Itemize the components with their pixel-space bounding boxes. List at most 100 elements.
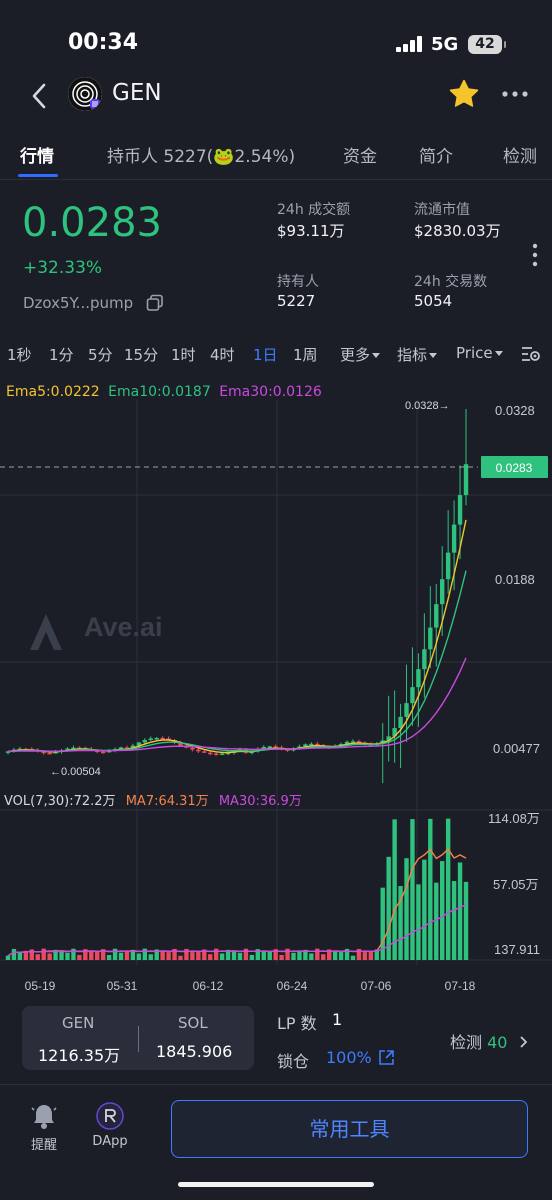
chart-settings-icon[interactable] (520, 344, 542, 364)
candle-body (71, 747, 76, 750)
watermark-logo (30, 614, 62, 650)
nav-alert-label: 提醒 (30, 1138, 57, 1153)
candle-body (386, 736, 391, 741)
candle-body (422, 649, 427, 670)
tab-holders[interactable]: 持币人 5227(🐸2.54%) (107, 142, 295, 167)
interval-15m[interactable]: 15分 (124, 346, 159, 364)
vol-axis-mid: 57.05万 (493, 877, 539, 892)
coin-title: GEN (112, 80, 162, 106)
interval-1w[interactable]: 1周 (293, 346, 318, 364)
volume-bar (315, 948, 320, 960)
more-horizontal-icon[interactable] (500, 82, 530, 106)
indicator-label: 指标 (397, 346, 428, 364)
candle-body (315, 743, 320, 746)
chevron-left-icon[interactable] (28, 82, 50, 110)
indicator-button[interactable]: 指标 (397, 344, 438, 365)
interval-5m[interactable]: 5分 (88, 346, 113, 364)
volume-bar (190, 952, 195, 960)
volume-bar (41, 948, 46, 960)
tab-market[interactable]: 行情 (20, 147, 54, 167)
chevron-right-icon (519, 1036, 527, 1048)
candle-body (392, 728, 397, 737)
holders-value: 5227 (277, 292, 316, 310)
volume-bar (77, 954, 82, 960)
interval-4h[interactable]: 4时 (210, 346, 235, 364)
vol-axis-top: 114.08万 (488, 811, 540, 826)
volume-bar (291, 952, 296, 960)
price-mode-button[interactable]: Price (456, 344, 503, 362)
volume-bar (29, 949, 34, 960)
volume-bar (285, 948, 290, 960)
volume-bar (196, 950, 201, 960)
candle-body (213, 753, 219, 756)
interval-1m[interactable]: 1分 (49, 346, 74, 364)
volume-bar (338, 952, 344, 960)
volume-bar (404, 858, 409, 960)
volume-bar (71, 948, 76, 960)
tab-detect[interactable]: 检测 (503, 147, 537, 167)
price-axis-low: 0.00477 (493, 741, 540, 756)
price-chart[interactable]: Ave.ai 0.0283 0.0328→ ←0.00504 0.0328 0.… (0, 400, 552, 1000)
candle-body (457, 495, 463, 525)
volume-bar (416, 884, 421, 960)
candle-body (303, 744, 308, 747)
candle-body (410, 687, 415, 704)
vol-ma7-line (7, 848, 467, 957)
candle-body (428, 627, 433, 650)
candle-body (160, 737, 165, 740)
volume-bar (243, 948, 249, 960)
volume-bar (279, 954, 284, 960)
candle-body (95, 750, 100, 753)
candle-body (285, 749, 290, 751)
more-vertical-icon[interactable] (530, 242, 540, 268)
candle-body (225, 752, 231, 755)
price-mode-label: Price (456, 344, 493, 362)
candle-body (344, 741, 350, 744)
volume-bar (202, 949, 207, 960)
volume-bar (463, 881, 469, 960)
volume-bar (356, 948, 362, 960)
tab-holders-label: 持币人 5227( (107, 147, 214, 167)
ema10-value: Ema10:0.0187 (108, 384, 211, 400)
nav-alert[interactable]: 提醒 (27, 1102, 61, 1153)
tab-active-indicator (18, 174, 58, 177)
detect-link[interactable]: 检测 40 (450, 1029, 529, 1053)
volume-bar (309, 953, 314, 960)
volume-bar (65, 952, 70, 960)
volume-bar (261, 951, 266, 960)
candle-body (118, 747, 124, 750)
nav-dapp[interactable]: DApp (88, 1102, 132, 1149)
external-link-icon[interactable] (378, 1049, 395, 1066)
interval-1s[interactable]: 1秒 (7, 346, 32, 364)
copy-icon[interactable] (146, 294, 164, 312)
interval-1h[interactable]: 1时 (171, 346, 196, 364)
volume-bar (225, 949, 231, 960)
interval-more[interactable]: 更多 (340, 344, 381, 365)
star-icon[interactable] (448, 78, 480, 110)
volume-bar (392, 819, 397, 960)
tab-funds[interactable]: 资金 (343, 147, 377, 167)
mcap-label: 流通市值 (414, 202, 470, 218)
interval-1d[interactable]: 1日 (253, 346, 278, 364)
network-type: 5G (431, 34, 459, 55)
holders-label: 持有人 (277, 274, 319, 290)
x-axis-label: 05-19 (25, 979, 56, 993)
volume-bar (451, 881, 457, 960)
candle-body (273, 746, 278, 748)
candle-body (190, 747, 195, 750)
high-marker: 0.0328→ (405, 400, 450, 412)
common-tools-button[interactable]: 常用工具 (171, 1100, 528, 1158)
volume-bar (428, 818, 433, 960)
volume-bar (89, 951, 94, 960)
vol24h-label: 24h 成交额 (277, 202, 351, 218)
signal-icon (396, 36, 422, 52)
candle-body (404, 703, 409, 717)
chart-grid (0, 400, 552, 965)
lock-value[interactable]: 100% (326, 1048, 372, 1067)
ema5-line (7, 519, 467, 754)
candle-body (416, 669, 421, 688)
tab-intro[interactable]: 简介 (419, 147, 453, 167)
volume-bar (219, 953, 225, 960)
dapp-icon (96, 1102, 124, 1130)
volume-bar (178, 955, 183, 960)
